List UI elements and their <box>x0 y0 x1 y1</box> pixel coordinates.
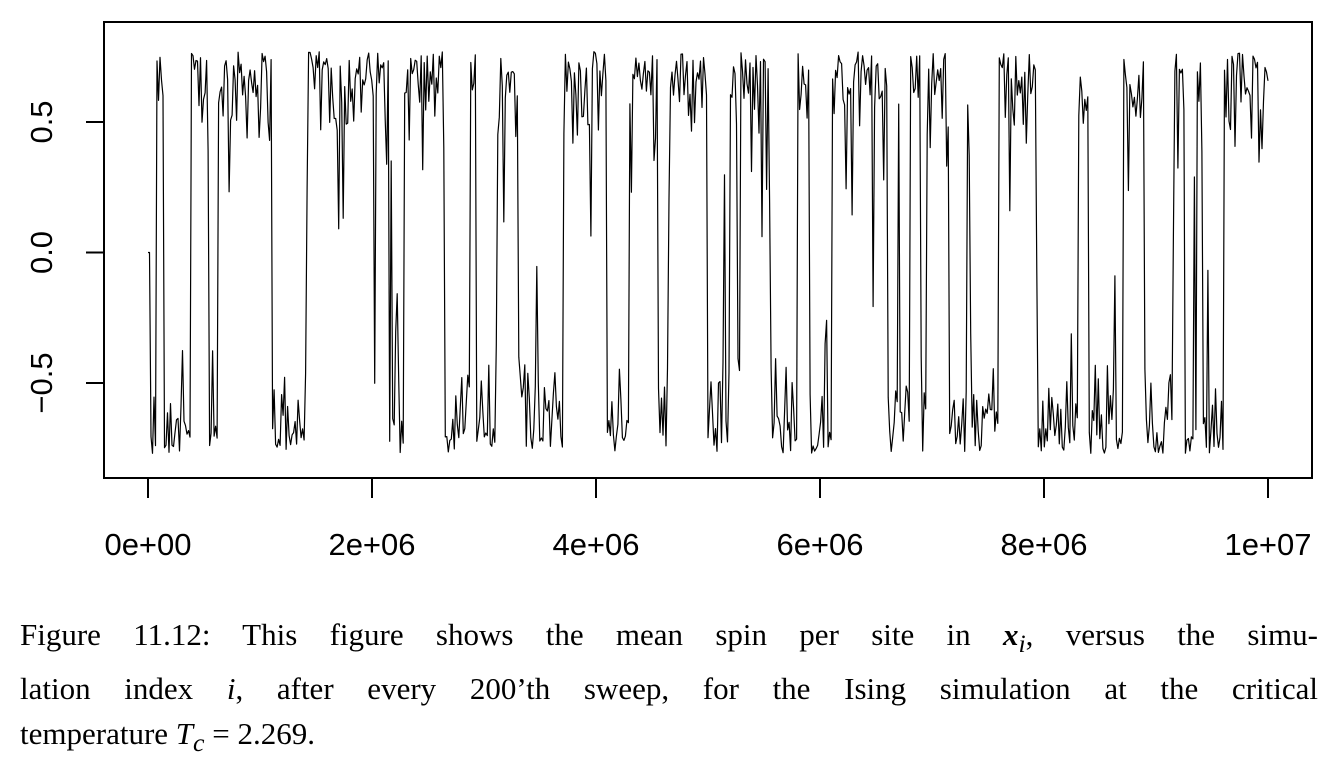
caption-sub-i: i <box>1018 629 1026 659</box>
caption-var-i: i <box>226 671 236 707</box>
caption-line-2-suffix: , after every 200’th sweep, for the Isin… <box>235 671 1318 707</box>
plot-area <box>103 21 1313 479</box>
x-tick-label: 8e+06 <box>1000 527 1087 562</box>
caption-var-x: x <box>1002 617 1019 652</box>
x-tick-label: 2e+06 <box>328 527 415 562</box>
caption-line-3-prefix: temperature <box>20 716 176 752</box>
caption-line-1: Figure 11.12: This figure shows the mean… <box>20 612 1318 666</box>
y-tick-label: −0.5 <box>24 352 59 413</box>
caption-line-1-suffix: , versus the simu- <box>1025 617 1318 652</box>
caption-line-2-prefix: lation index <box>20 671 227 707</box>
figure-caption: Figure 11.12: This figure shows the mean… <box>20 612 1318 765</box>
caption-line-3: temperature Tc = 2.269. <box>20 711 1318 765</box>
caption-line-3-suffix: = 2.269. <box>204 716 315 752</box>
caption-line-2: lation index i, after every 200’th sweep… <box>20 666 1318 711</box>
x-tick-label: 4e+06 <box>552 527 639 562</box>
chart-figure: 0e+00 2e+06 4e+06 6e+06 8e+06 1e+07 −0.5 0.0 0.… <box>24 21 1313 562</box>
y-tick-label: 0.0 <box>24 231 59 274</box>
x-tick-label: 0e+00 <box>104 527 191 562</box>
caption-line-1-prefix: Figure 11.12: This figure shows the mean… <box>20 617 1003 652</box>
x-tick-label: 6e+06 <box>776 527 863 562</box>
x-axis: 0e+00 2e+06 4e+06 6e+06 8e+06 1e+07 <box>104 477 1312 562</box>
caption-sub-c: c <box>193 728 205 758</box>
caption-var-t: T <box>175 716 194 752</box>
y-axis: −0.5 0.0 0.5 <box>24 100 105 414</box>
series-line <box>148 51 1269 454</box>
x-tick-label: 1e+07 <box>1224 527 1311 562</box>
y-tick-label: 0.5 <box>24 100 59 143</box>
